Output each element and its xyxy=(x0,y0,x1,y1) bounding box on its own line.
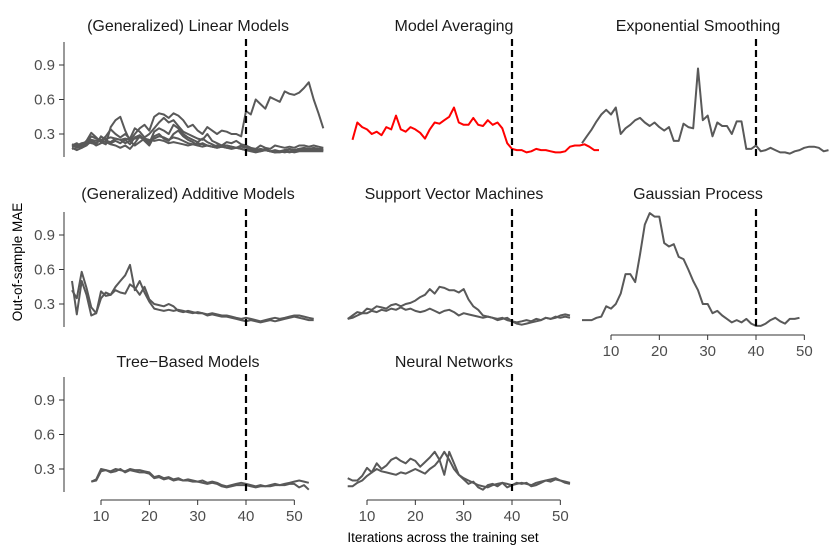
y-tick-label: 0.6 xyxy=(34,427,55,444)
series-line-0 xyxy=(347,285,571,326)
y-tick-label: 0.6 xyxy=(34,92,55,109)
panel-1: Model Averaging xyxy=(351,18,599,160)
panel-title: Exponential Smoothing xyxy=(616,18,781,35)
x-tick-label: 40 xyxy=(238,508,255,525)
x-axis-label: Iterations across the training set xyxy=(347,530,539,545)
panel-title: Tree−Based Models xyxy=(116,354,259,371)
x-tick-label: 50 xyxy=(796,343,813,360)
series-line-1 xyxy=(71,263,314,324)
x-tick-label: 50 xyxy=(286,508,303,525)
panel-title: (Generalized) Additive Models xyxy=(81,186,294,203)
y-tick-label: 0.6 xyxy=(34,262,55,279)
panel-title: Support Vector Machines xyxy=(365,186,544,203)
series-line-1 xyxy=(347,450,571,489)
x-tick-label: 30 xyxy=(189,508,206,525)
x-tick-label: 40 xyxy=(748,343,765,360)
x-tick-label: 20 xyxy=(407,508,424,525)
series-line-1 xyxy=(71,116,324,150)
panel-title: (Generalized) Linear Models xyxy=(87,18,289,35)
x-tick-label: 40 xyxy=(504,508,521,525)
panel-5: Gaussian Process 10 20 30 40 50 xyxy=(582,186,813,360)
y-tick-label: 0.3 xyxy=(34,461,55,478)
series-line-0 xyxy=(71,280,314,323)
x-tick-label: 30 xyxy=(455,508,472,525)
x-tick-label: 10 xyxy=(603,343,620,360)
panel-7: Neural Networks 10 20 30 40 50 xyxy=(347,354,571,525)
panel-title: Gaussian Process xyxy=(633,186,763,203)
x-tick-label: 20 xyxy=(141,508,158,525)
y-tick-label: 0.9 xyxy=(34,227,55,244)
x-tick-label: 10 xyxy=(359,508,376,525)
x-tick-label: 20 xyxy=(651,343,668,360)
series-line-0 xyxy=(351,106,599,154)
series-line-1 xyxy=(347,306,571,324)
panel-3: (Generalized) Additive Models 0.3 0.6 0.9 xyxy=(34,186,314,330)
panel-6: Tree−Based Models 0.3 0.6 0.9 10 20 30 40 50 xyxy=(34,354,310,525)
y-axis-label: Out-of-sample MAE xyxy=(10,203,25,322)
x-tick-label: 10 xyxy=(93,508,110,525)
x-tick-label: 50 xyxy=(552,508,569,525)
panel-title: Model Averaging xyxy=(395,18,514,35)
y-tick-label: 0.3 xyxy=(34,296,55,313)
panel-title: Neural Networks xyxy=(395,354,513,371)
x-tick-label: 30 xyxy=(699,343,716,360)
y-tick-label: 0.3 xyxy=(34,126,55,143)
panel-0: (Generalized) Linear Models 0.3 0.6 0.9 xyxy=(34,18,325,160)
series-line-1 xyxy=(91,468,310,491)
panel-2: Exponential Smoothing xyxy=(581,18,829,160)
series-line-5 xyxy=(71,136,324,154)
y-tick-label: 0.9 xyxy=(34,392,55,409)
series-line-0 xyxy=(581,67,829,155)
panel-4: Support Vector Machines xyxy=(347,186,571,330)
y-tick-label: 0.9 xyxy=(34,57,55,74)
series-line-0 xyxy=(582,212,800,327)
panels: (Generalized) Linear Models 0.3 0.6 0.9 Mode… xyxy=(34,18,829,525)
series-line-0 xyxy=(71,81,325,148)
